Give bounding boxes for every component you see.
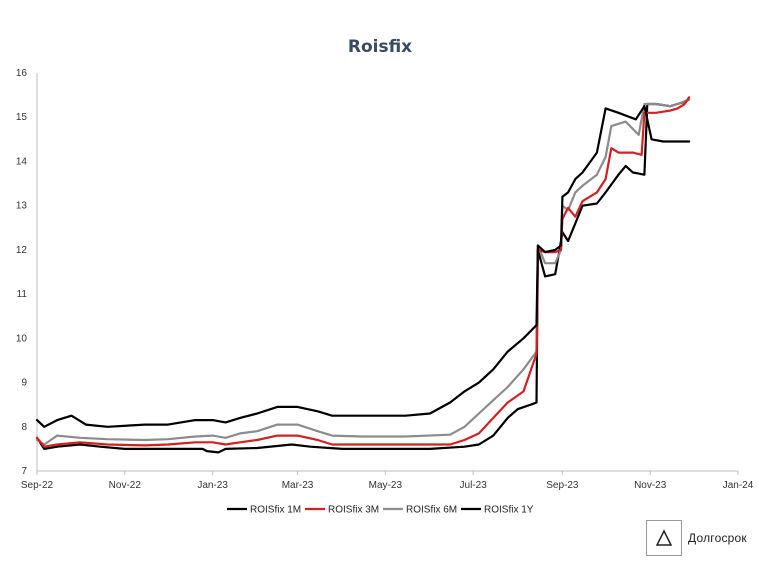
y-tick-label: 9 bbox=[21, 378, 27, 389]
series-lines bbox=[35, 96, 691, 454]
legend: ROISfix 1M ROISfix 3M ROISfix 6M ROISfix 1Y bbox=[227, 505, 534, 516]
y-tick-label: 10 bbox=[16, 333, 28, 344]
x-tick-label: Sep-23 bbox=[546, 480, 579, 491]
y-tick-label: 13 bbox=[16, 201, 28, 212]
x-tick-label: Mar-23 bbox=[282, 480, 314, 491]
series-line-roisfix-1y bbox=[35, 105, 691, 428]
x-tick-label: Sep-22 bbox=[21, 480, 54, 491]
series-line-roisfix-3m bbox=[35, 96, 691, 448]
brand-name: Долгосрок bbox=[688, 531, 747, 545]
y-tick-label: 16 bbox=[16, 68, 28, 79]
x-tick-labels: Sep-22 Nov-22 Jan-23 Mar-23 May-23 Jul-23 Sep-… bbox=[21, 471, 754, 491]
y-tick-label: 12 bbox=[16, 245, 28, 256]
x-tick-label: Jan-23 bbox=[197, 480, 228, 491]
y-tick-labels: 7 8 9 10 11 12 13 14 15 16 bbox=[16, 68, 28, 477]
x-tick-label: Jul-23 bbox=[460, 480, 488, 491]
y-tick-label: 14 bbox=[16, 156, 28, 167]
y-tick-label: 11 bbox=[17, 289, 28, 300]
x-tick-label: Nov-22 bbox=[109, 480, 142, 491]
x-tick-label: Jan-24 bbox=[723, 480, 754, 491]
y-tick-label: 8 bbox=[21, 422, 27, 433]
series-line-roisfix-6m bbox=[35, 98, 691, 446]
legend-label: ROISfix 1Y bbox=[484, 505, 534, 516]
chart-title: Roisfix bbox=[348, 37, 412, 57]
delta-logo-icon bbox=[646, 520, 682, 556]
brand-logo: Долгосрок bbox=[646, 520, 747, 556]
series-line-roisfix-1m bbox=[35, 98, 691, 454]
legend-label: ROISfix 1M bbox=[250, 505, 301, 516]
y-tick-label: 15 bbox=[16, 112, 28, 123]
legend-label: ROISfix 6M bbox=[406, 505, 457, 516]
y-tick-label: 7 bbox=[21, 466, 27, 477]
legend-label: ROISfix 3M bbox=[328, 505, 379, 516]
x-tick-label: Nov-23 bbox=[634, 480, 667, 491]
x-tick-label: May-23 bbox=[369, 480, 403, 491]
